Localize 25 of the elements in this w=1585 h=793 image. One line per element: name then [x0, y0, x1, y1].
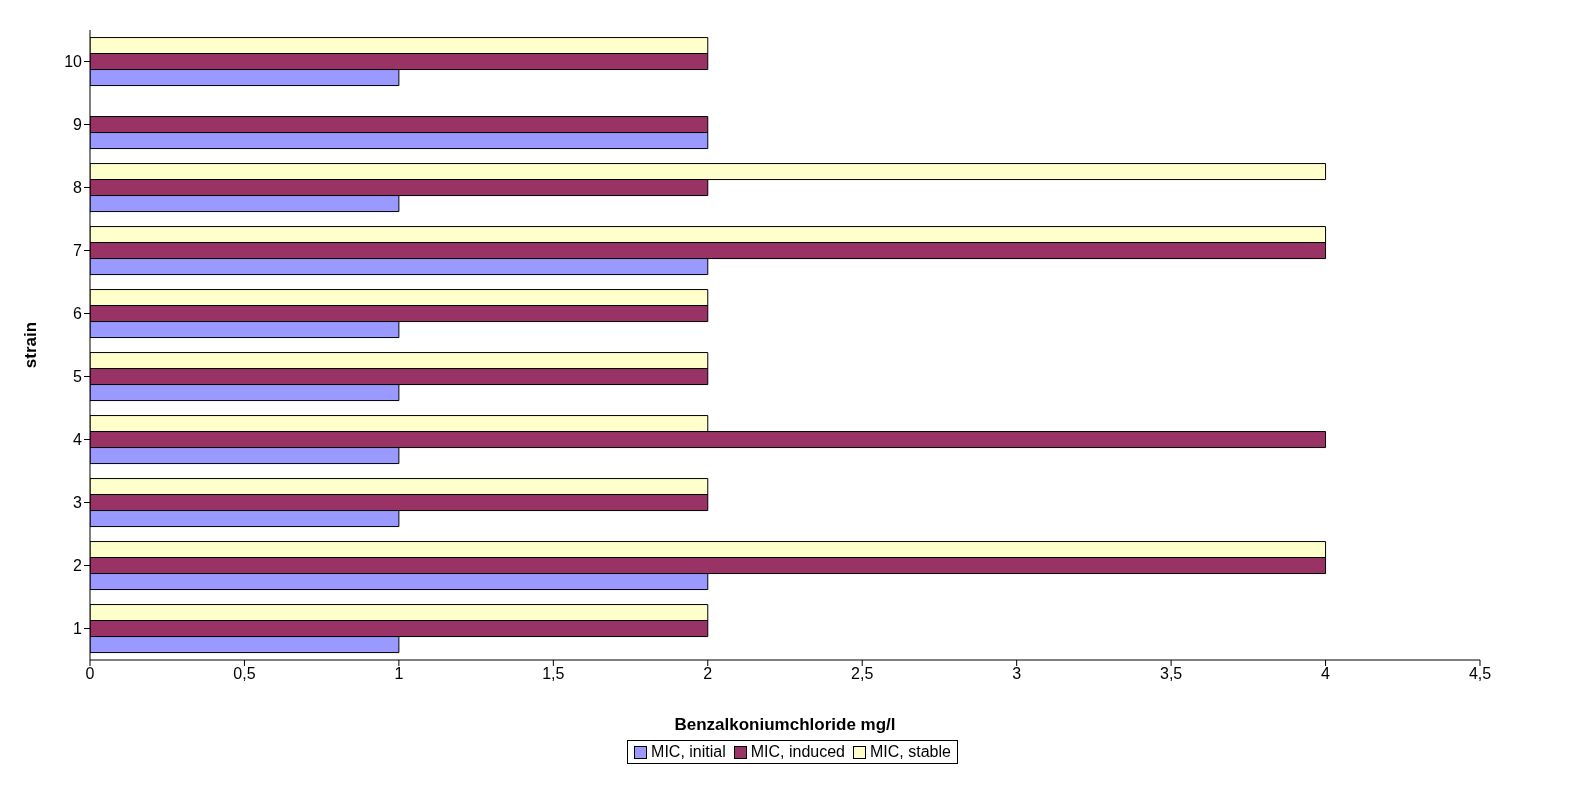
y-tick-label: 6	[73, 305, 83, 323]
y-tick-label: 10	[64, 53, 83, 71]
x-axis-title: Benzalkoniumchloride mg/l	[674, 715, 896, 734]
y-tick-label: 3	[73, 494, 83, 512]
legend-label: MIC, induced	[749, 743, 846, 761]
x-tick-label: 1,5	[542, 665, 565, 683]
x-tick-label: 3	[1012, 665, 1022, 683]
y-tick-label: 7	[73, 242, 83, 260]
y-tick-label: 1	[73, 620, 83, 638]
y-tick-label: 8	[73, 179, 83, 197]
x-tick-label: 4,5	[1468, 665, 1492, 683]
legend-label: MIC, stable	[869, 743, 951, 761]
x-tick-label: 0,5	[233, 665, 256, 683]
x-tick-label: 3,5	[1159, 665, 1183, 683]
y-axis-title: strain	[21, 321, 41, 369]
x-tick-label: 2,5	[851, 665, 874, 683]
y-tick-label: 4	[73, 431, 83, 449]
y-tick-label: 9	[73, 116, 83, 134]
x-tick-label: 0	[85, 665, 95, 683]
x-tick-label: 1	[394, 665, 404, 683]
y-tick-label: 5	[73, 368, 83, 386]
x-tick-label: 4	[1321, 665, 1331, 683]
x-tick-label: 2	[703, 665, 713, 683]
legend-label: MIC, initial	[650, 743, 726, 761]
y-tick-label: 2	[73, 557, 83, 575]
